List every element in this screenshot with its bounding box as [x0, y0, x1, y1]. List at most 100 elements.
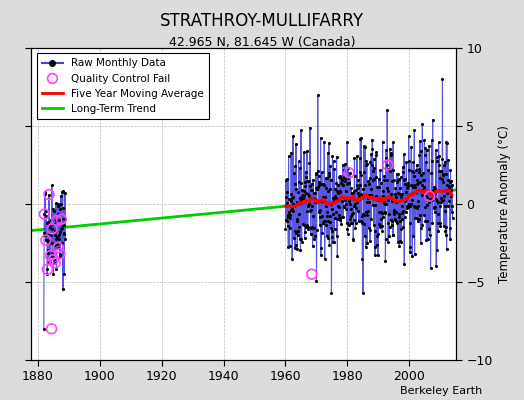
Point — [321, 175, 330, 182]
Point — [425, 232, 434, 238]
Point — [303, 208, 311, 214]
Point — [320, 198, 328, 204]
Point — [288, 203, 297, 210]
Point — [411, 214, 420, 221]
Point — [439, 197, 447, 203]
Point — [354, 177, 362, 183]
Point — [395, 176, 403, 182]
Point — [419, 184, 428, 190]
Point — [446, 182, 455, 189]
Point — [387, 150, 396, 156]
Point — [52, 217, 61, 224]
Point — [316, 135, 325, 141]
Point — [444, 156, 453, 163]
Point — [442, 246, 451, 252]
Point — [407, 182, 416, 188]
Point — [365, 180, 374, 187]
Point — [443, 190, 452, 197]
Point — [374, 197, 383, 203]
Point — [59, 286, 67, 292]
Point — [340, 166, 348, 173]
Point — [341, 197, 350, 203]
Point — [409, 159, 418, 165]
Point — [441, 227, 450, 234]
Point — [346, 206, 355, 212]
Point — [320, 139, 329, 146]
Point — [356, 155, 364, 162]
Point — [374, 231, 383, 237]
Point — [54, 203, 62, 209]
Point — [383, 185, 391, 191]
Point — [360, 169, 368, 175]
Point — [51, 260, 59, 266]
Point — [393, 178, 401, 185]
Point — [289, 194, 298, 200]
Point — [55, 236, 63, 242]
Point — [410, 127, 419, 133]
Point — [381, 201, 389, 208]
Point — [304, 224, 312, 230]
Point — [52, 266, 61, 272]
Point — [325, 212, 334, 219]
Point — [54, 244, 62, 251]
Point — [332, 154, 341, 160]
Point — [440, 162, 448, 168]
Point — [434, 162, 443, 168]
Point — [282, 177, 290, 184]
Point — [343, 180, 351, 187]
Point — [429, 190, 438, 196]
Point — [435, 220, 444, 226]
Point — [356, 218, 365, 224]
Point — [305, 160, 314, 166]
Point — [42, 237, 50, 243]
Point — [40, 211, 49, 217]
Point — [388, 218, 397, 224]
Point — [441, 208, 449, 214]
Point — [48, 182, 56, 188]
Point — [332, 195, 340, 202]
Point — [365, 199, 373, 206]
Point — [351, 224, 359, 231]
Point — [436, 168, 445, 174]
Point — [296, 165, 304, 171]
Point — [403, 180, 412, 187]
Point — [417, 240, 425, 246]
Point — [61, 216, 69, 222]
Point — [47, 326, 56, 332]
Point — [290, 181, 299, 188]
Point — [444, 184, 453, 191]
Point — [329, 211, 337, 217]
Point — [298, 194, 307, 201]
Point — [52, 217, 60, 223]
Text: 42.965 N, 81.645 W (Canada): 42.965 N, 81.645 W (Canada) — [169, 36, 355, 49]
Point — [362, 162, 370, 169]
Point — [322, 175, 331, 181]
Point — [412, 177, 421, 184]
Point — [40, 326, 48, 332]
Point — [307, 231, 315, 237]
Point — [413, 198, 422, 204]
Point — [328, 153, 336, 159]
Point — [319, 193, 328, 200]
Point — [385, 211, 394, 218]
Point — [447, 202, 456, 209]
Point — [397, 239, 405, 245]
Point — [43, 266, 52, 272]
Point — [425, 196, 434, 203]
Point — [336, 189, 345, 196]
Point — [42, 213, 50, 220]
Point — [351, 197, 359, 203]
Point — [344, 231, 352, 238]
Point — [420, 137, 429, 143]
Point — [414, 203, 422, 209]
Point — [403, 205, 411, 212]
Point — [351, 201, 359, 207]
Point — [391, 194, 400, 200]
Point — [410, 173, 418, 179]
Point — [56, 250, 64, 257]
Point — [350, 188, 358, 194]
Point — [341, 178, 350, 184]
Point — [51, 236, 60, 242]
Point — [429, 117, 437, 123]
Point — [347, 220, 356, 226]
